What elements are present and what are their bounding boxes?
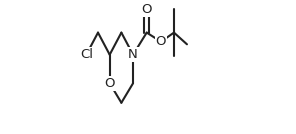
- Text: N: N: [128, 48, 138, 61]
- Text: O: O: [156, 35, 166, 48]
- Text: O: O: [141, 3, 152, 16]
- Text: Cl: Cl: [80, 48, 93, 61]
- Text: O: O: [104, 77, 115, 90]
